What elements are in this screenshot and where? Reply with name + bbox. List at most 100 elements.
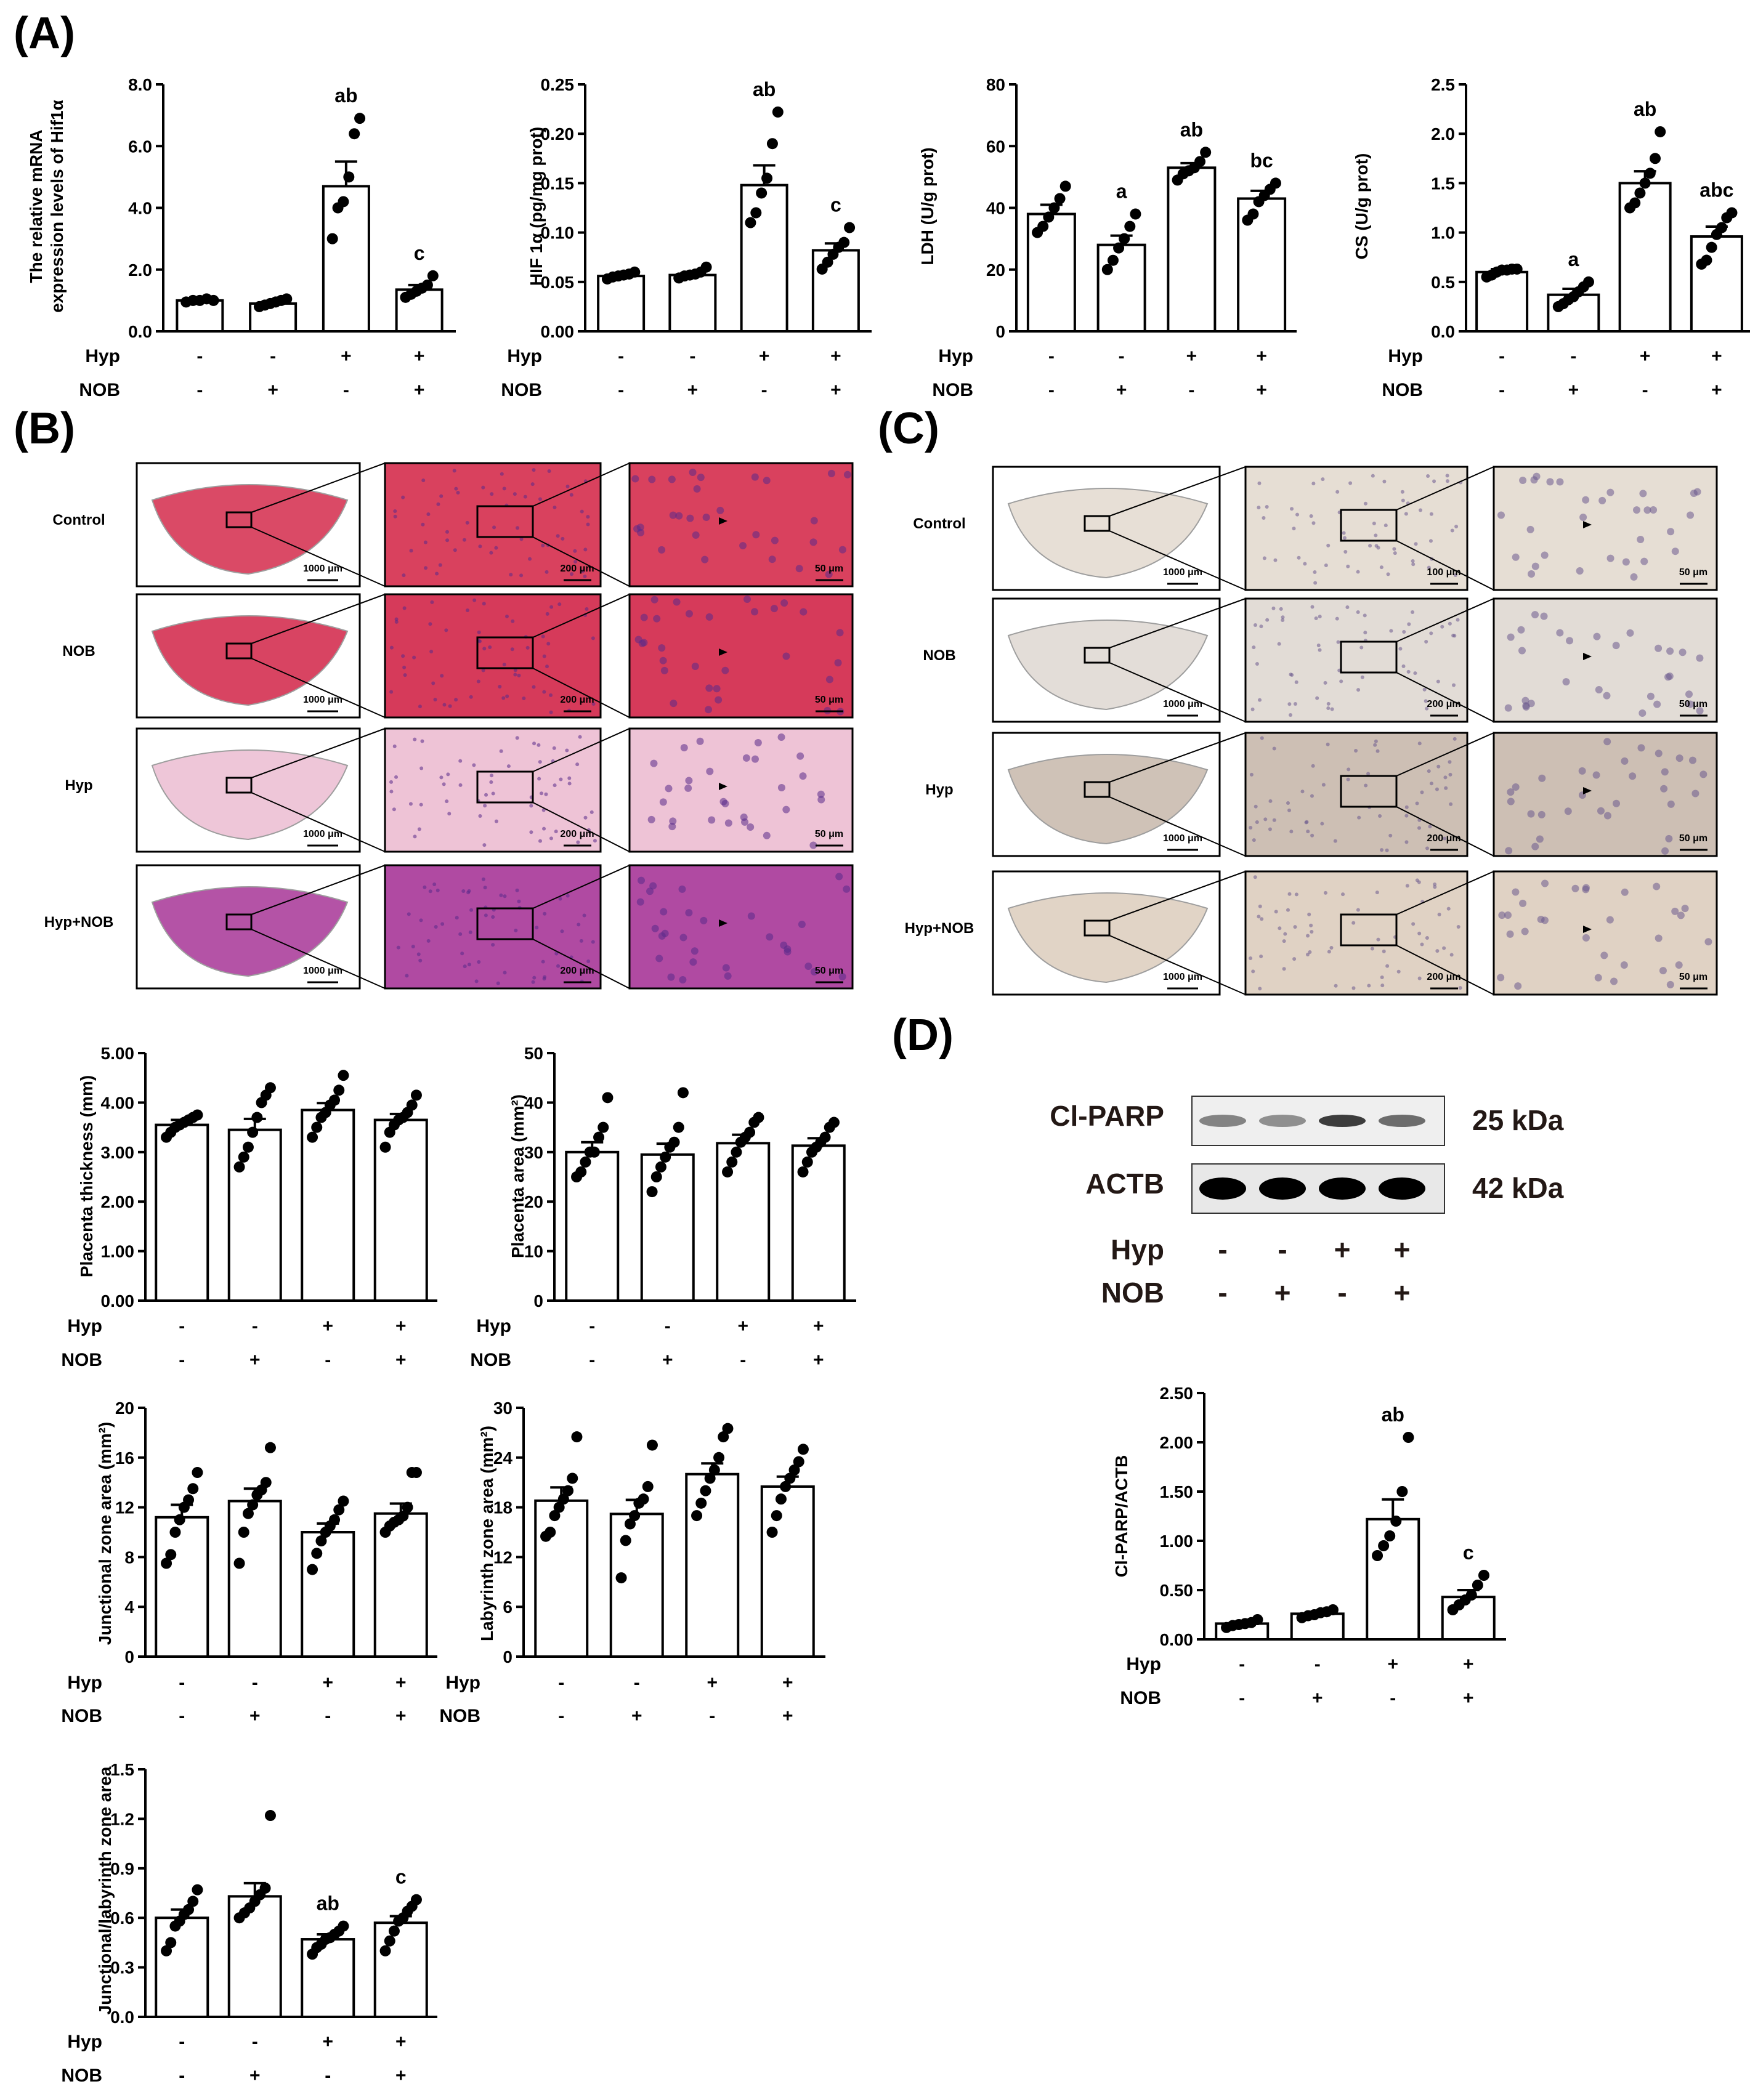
placenta-section (151, 615, 349, 706)
nucleus (1653, 882, 1661, 890)
hyp-sign: - (252, 2032, 258, 2052)
connector (251, 462, 386, 513)
nucleus (1540, 612, 1548, 620)
data-point (1582, 276, 1594, 288)
y-tick-label: 0.05 (541, 273, 575, 292)
scale-label: 1000 μm (1163, 699, 1202, 709)
bar (534, 1499, 589, 1658)
data-point (646, 1186, 658, 1198)
data-point (1043, 211, 1055, 223)
nucleus (394, 617, 399, 621)
nucleus (580, 509, 584, 514)
nucleus (537, 743, 541, 747)
nucleus (431, 681, 435, 685)
nucleus (1420, 942, 1424, 947)
nucleus (1402, 629, 1406, 634)
nucleus (1417, 741, 1422, 746)
nucleus (743, 596, 751, 604)
nucleus (423, 885, 427, 889)
nucleus (1443, 775, 1448, 780)
nucleus (1292, 957, 1297, 961)
zoom-box (1084, 647, 1111, 664)
nucleus (1522, 701, 1530, 709)
data-point (788, 1464, 800, 1476)
nucleus (1453, 573, 1457, 577)
micrograph (384, 864, 602, 990)
nucleus (1526, 525, 1534, 533)
histology-row-0: Control 1000 μm 100 μm 50 μm (913, 466, 1718, 591)
nucleus (1443, 836, 1447, 841)
data-point (780, 1480, 792, 1492)
nucleus (541, 808, 546, 812)
nob-sign: - (196, 380, 203, 400)
nucleus (636, 898, 644, 906)
nucleus (809, 841, 817, 849)
nucleus (409, 549, 413, 553)
significance-label: ab (334, 84, 357, 107)
nucleus (782, 806, 790, 814)
data-point (349, 128, 360, 140)
bar (155, 1516, 209, 1658)
nucleus (1289, 830, 1294, 834)
placenta-section (1007, 892, 1209, 983)
histology-row-1: NOB 1000 μm 200 μm 50 μm (923, 597, 1718, 723)
scale-label: 1000 μm (1163, 833, 1202, 844)
hyp-sign: + (395, 1316, 407, 1336)
y-tick-label: 0.20 (541, 124, 575, 143)
nucleus (461, 889, 466, 894)
nucleus (1506, 930, 1514, 938)
bar (1690, 235, 1743, 333)
nucleus (766, 933, 774, 941)
data-point (1396, 1486, 1408, 1497)
y-tick-label: 1.5 (1431, 174, 1455, 193)
data-point (183, 1494, 195, 1506)
hyp-sign: - (179, 2032, 185, 2052)
data-point (388, 1925, 400, 1937)
nucleus (530, 482, 535, 487)
zoom-box (225, 777, 253, 794)
nob-sign: - (1390, 1688, 1396, 1708)
y-axis-label: LDH (U/g prot) (918, 147, 937, 265)
nucleus (1255, 820, 1259, 825)
scale-label: 1000 μm (1163, 567, 1202, 578)
y-tick-label: 2.5 (1431, 75, 1455, 94)
nucleus (1541, 879, 1549, 887)
data-point (208, 294, 219, 306)
bar (668, 273, 717, 333)
y-tick-label: 0 (503, 1647, 512, 1666)
zoom-box (1340, 913, 1398, 947)
nucleus (1527, 810, 1535, 818)
nucleus (810, 967, 818, 975)
nucleus (827, 469, 835, 477)
nucleus (1699, 770, 1707, 778)
nucleus (405, 974, 409, 978)
placenta-section (151, 749, 349, 841)
nucleus (724, 819, 732, 827)
nucleus (541, 634, 545, 639)
nucleus (1666, 980, 1674, 988)
y-tick-label: 6.0 (128, 137, 152, 156)
nucleus (393, 509, 397, 514)
nucleus (458, 783, 463, 787)
hyp-sign: + (414, 346, 425, 366)
nucleus (1341, 892, 1345, 897)
y-axis-label: HIF 1α (pg/mg prot) (527, 127, 546, 286)
nucleus (1507, 633, 1515, 641)
nucleus (560, 929, 564, 934)
data-point (1390, 1516, 1402, 1527)
nucleus (1578, 767, 1586, 775)
data-point (750, 207, 762, 219)
nucleus (516, 526, 520, 530)
nucleus (1327, 950, 1331, 954)
nucleus (498, 684, 502, 689)
nucleus (1368, 544, 1372, 548)
nucleus (469, 695, 473, 699)
nucleus (1294, 892, 1298, 897)
scale-label: 100 μm (1427, 567, 1460, 578)
nucleus (1650, 506, 1658, 514)
nucleus (685, 909, 693, 917)
nucleus (1375, 749, 1380, 753)
data-point (844, 222, 856, 233)
nucleus (1537, 810, 1545, 818)
